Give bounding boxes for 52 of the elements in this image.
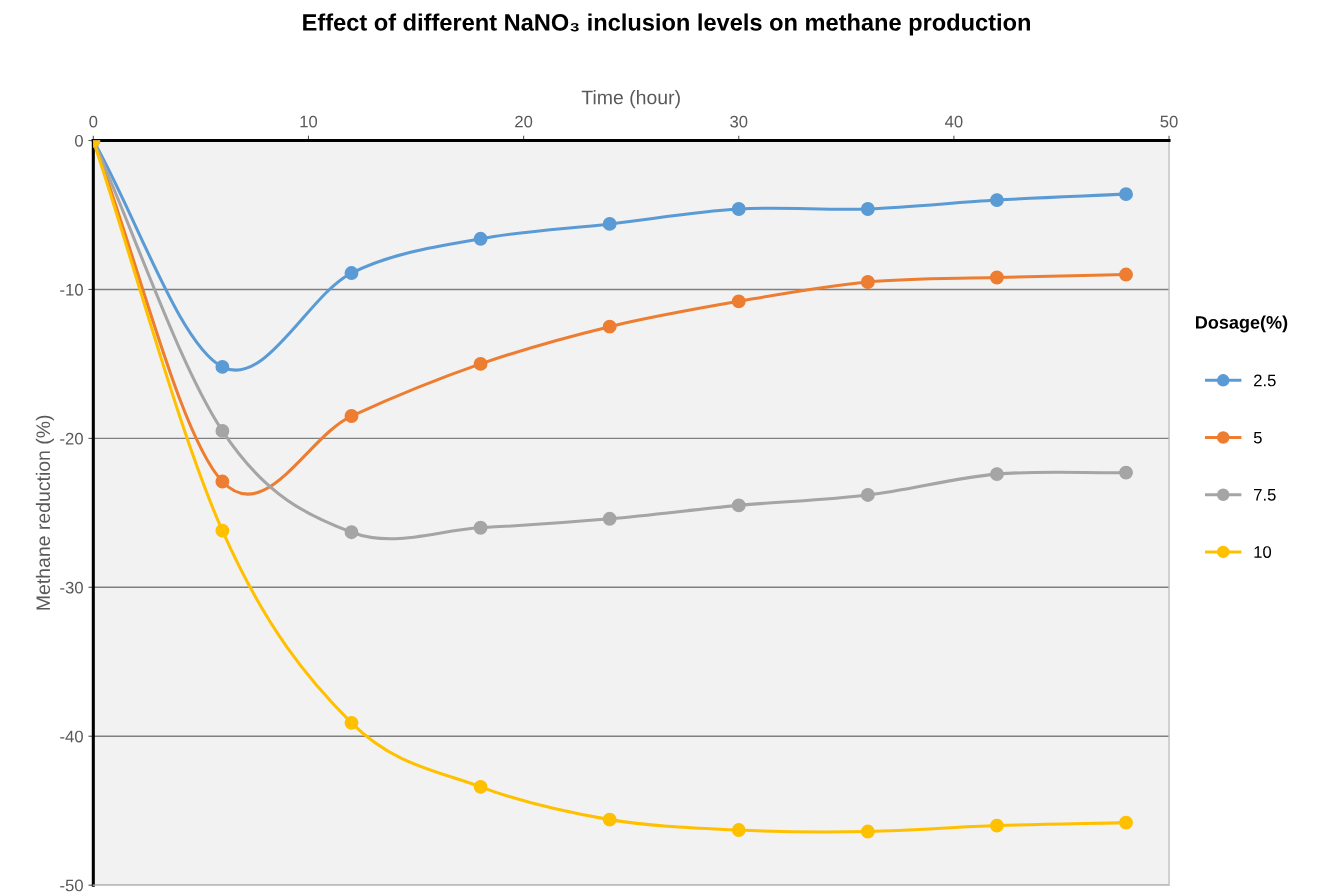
point <box>1119 465 1133 480</box>
point <box>344 715 359 730</box>
point <box>989 270 1004 285</box>
point <box>473 356 488 371</box>
point <box>860 202 875 216</box>
point <box>1119 267 1133 282</box>
y-axis-title: Methane reduction (%) <box>35 415 54 610</box>
x-tick-label: 20 <box>515 115 533 128</box>
point <box>215 474 230 489</box>
point <box>731 294 746 309</box>
point <box>860 824 875 839</box>
legend-label: 5 <box>1253 431 1262 444</box>
point <box>473 779 488 794</box>
legend-label: 7.5 <box>1254 489 1276 501</box>
point <box>215 523 230 538</box>
point <box>602 812 617 827</box>
point <box>731 202 746 216</box>
point <box>215 423 230 438</box>
legend-title: Dosage(%) <box>1196 315 1288 333</box>
point <box>860 488 875 502</box>
x-tick-label: 10 <box>300 115 318 128</box>
point <box>989 818 1004 833</box>
point <box>731 823 746 837</box>
point <box>344 266 359 281</box>
point <box>731 498 746 513</box>
chart-title: Effect of different NaNO₃ inclusion levels on methane production <box>303 13 1030 36</box>
point <box>1119 187 1133 202</box>
point <box>473 520 488 535</box>
point <box>215 359 230 374</box>
point <box>344 525 359 540</box>
point <box>989 193 1004 208</box>
y-tick-label: 0 <box>74 134 83 147</box>
x-axis-title: Time (hour) <box>581 90 680 109</box>
y-tick-label: -50 <box>60 879 83 892</box>
y-tick-label: -20 <box>60 432 83 445</box>
point <box>602 319 617 334</box>
y-tick-label: -10 <box>60 283 83 296</box>
point <box>602 511 617 526</box>
point <box>602 216 617 231</box>
y-tick-label: -30 <box>60 581 83 594</box>
y-tick-label: -40 <box>60 730 83 743</box>
legend-label: 10 <box>1254 546 1272 558</box>
point <box>473 231 488 246</box>
point <box>860 275 875 289</box>
legend-label: 2.5 <box>1254 374 1276 387</box>
x-tick-label: 40 <box>945 115 963 128</box>
x-tick-label: 30 <box>730 115 748 128</box>
point <box>989 467 1004 482</box>
point <box>1119 815 1133 830</box>
x-tick-label: 0 <box>89 115 98 128</box>
point <box>344 409 359 423</box>
x-tick-label: 50 <box>1160 115 1178 128</box>
